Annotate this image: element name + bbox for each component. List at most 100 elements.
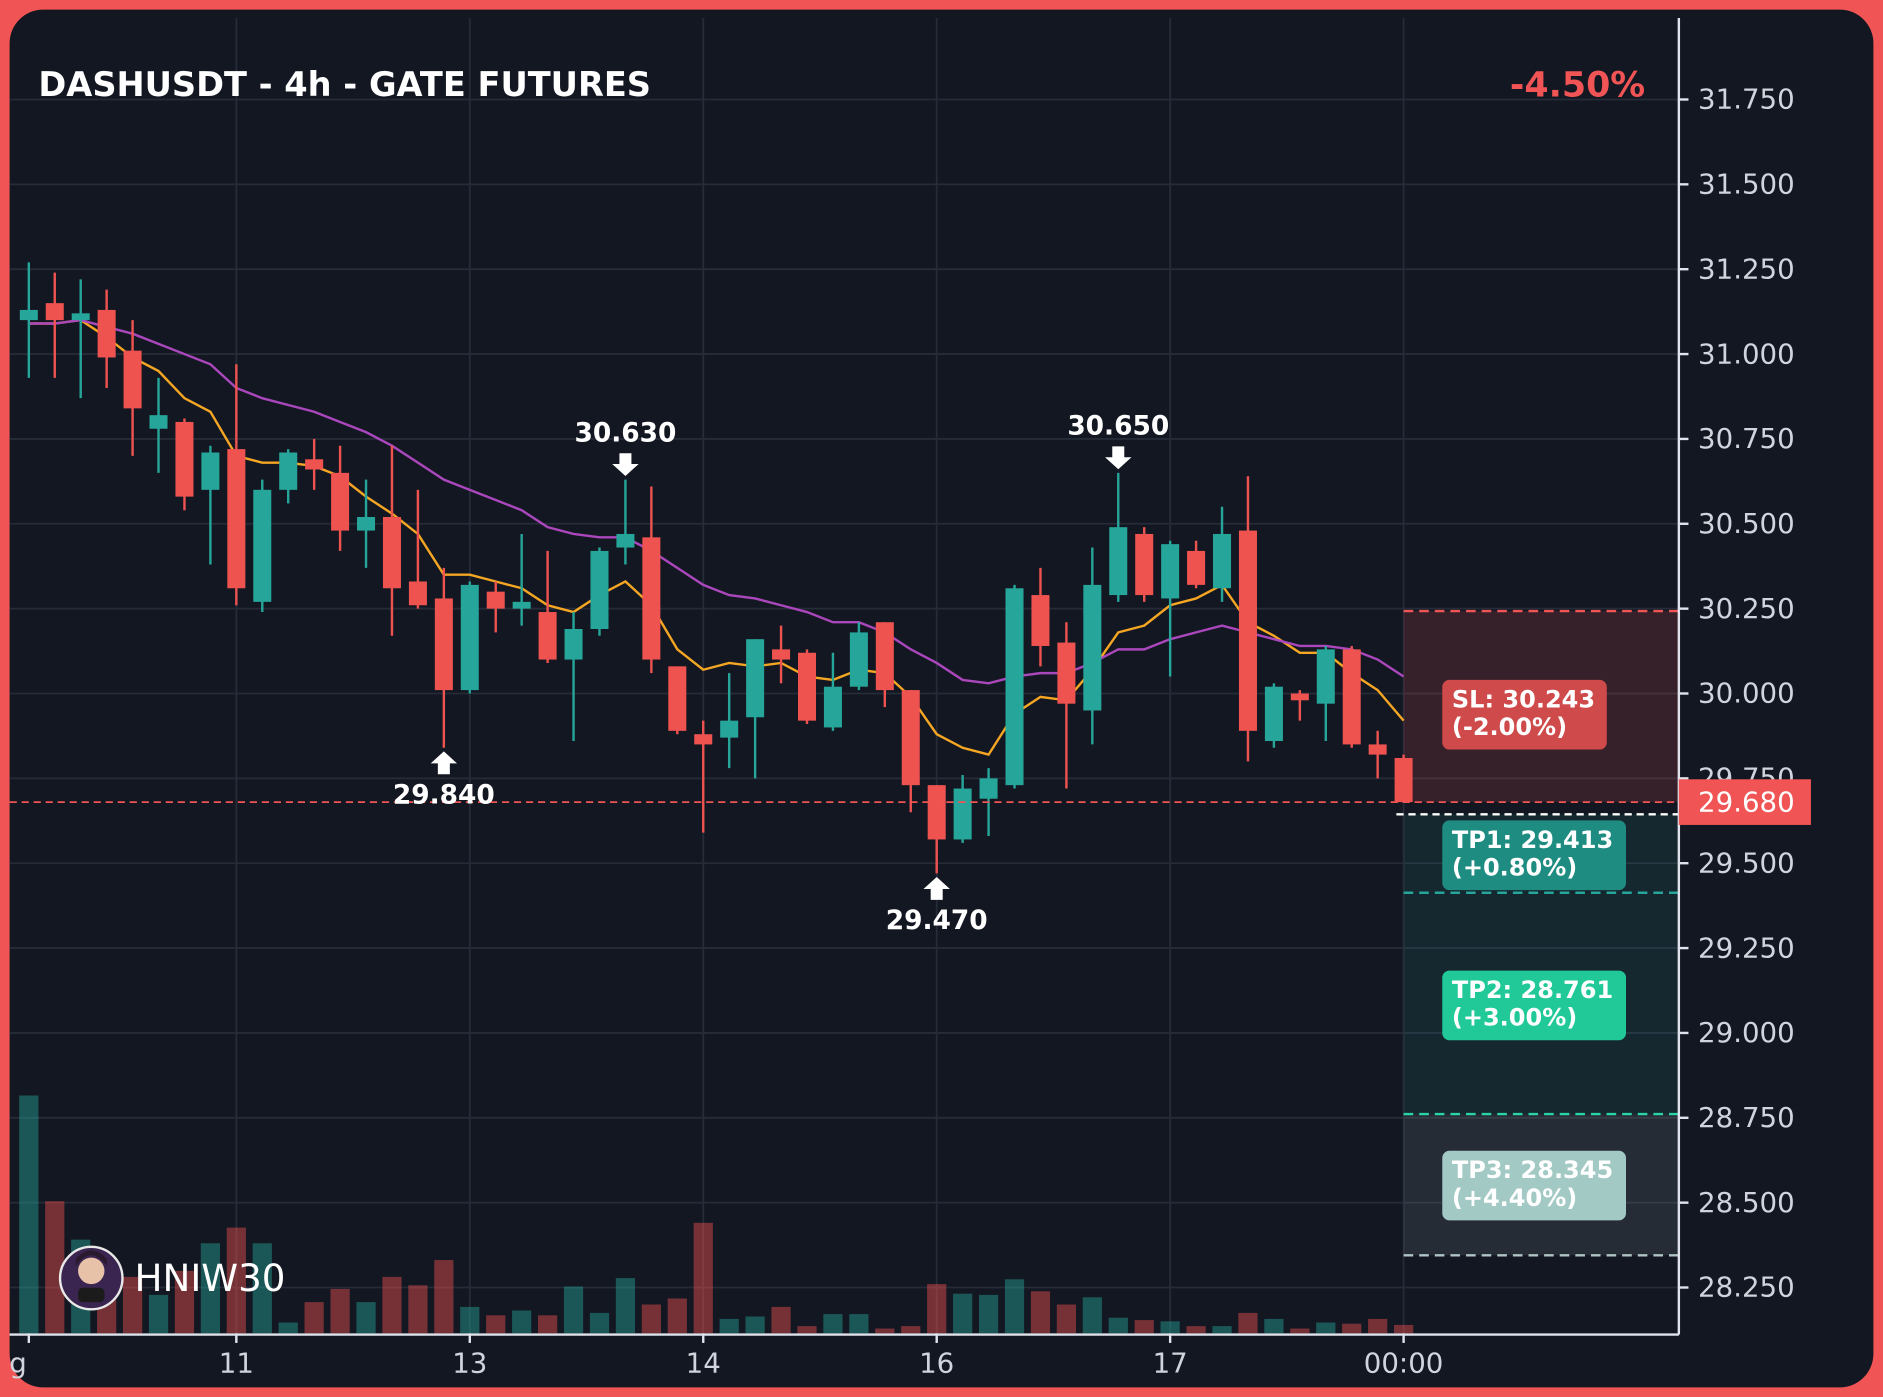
x-tick-label: 11: [219, 1347, 254, 1380]
volume-bar: [278, 1322, 298, 1334]
x-tick-label: 13: [452, 1347, 487, 1380]
volume-bar: [563, 1286, 584, 1334]
annotation-arrow: [1105, 446, 1132, 470]
candle-body: [253, 489, 272, 602]
volume-bar: [1290, 1328, 1310, 1334]
volume-bar: [901, 1326, 921, 1334]
candle-body: [1083, 584, 1102, 711]
volume-bar: [512, 1310, 532, 1334]
level-badge: [1442, 970, 1627, 1041]
annotation-label: 29.470: [886, 905, 988, 936]
price-badge: [1678, 779, 1811, 825]
candle-body: [564, 629, 583, 660]
candle-body: [927, 785, 946, 840]
level-badge: [1442, 1150, 1627, 1221]
volume-bar: [745, 1316, 765, 1334]
candle-body: [875, 622, 894, 691]
volume-bar: [382, 1276, 402, 1334]
volume-bar: [356, 1302, 376, 1334]
volume-bar: [200, 1243, 221, 1334]
grid: [9, 18, 1679, 1334]
volume-bar: [434, 1260, 454, 1334]
candle-body: [953, 788, 972, 840]
candle-body: [71, 313, 90, 321]
y-tick-label: 30.750: [1698, 422, 1795, 455]
candle-body: [19, 309, 38, 321]
y-tick-label: 31.250: [1698, 252, 1795, 285]
volume-bar: [174, 1270, 195, 1334]
candle-body: [305, 459, 324, 470]
candle-body: [227, 449, 246, 589]
moving-average: [28, 318, 1405, 756]
candle-body: [1213, 533, 1232, 589]
candle-body: [45, 303, 64, 321]
candle-body: [1135, 533, 1154, 596]
candle-body: [1316, 649, 1335, 704]
candle-body: [720, 720, 739, 738]
volume-bar: [615, 1278, 636, 1334]
y-tick-label: 30.500: [1698, 507, 1795, 540]
candle-body: [357, 516, 376, 531]
candle-body: [772, 649, 791, 660]
overlay: SL: 30.243(-2.00%) TP1: 29.413(+0.80%) TP2…: [393, 411, 1627, 1221]
candle-body: [97, 309, 116, 358]
annotation-arrow: [430, 751, 458, 775]
candle-body: [616, 533, 635, 548]
volume-bar: [226, 1227, 246, 1334]
x-tick-label: g: [9, 1347, 27, 1380]
volume-bar: [771, 1306, 791, 1334]
y-tick-label: 30.250: [1698, 592, 1795, 625]
candle-body: [979, 778, 998, 799]
volume-bar: [486, 1315, 506, 1334]
candle-body: [382, 516, 401, 589]
candle-body: [538, 612, 557, 660]
volume-bar: [1368, 1318, 1388, 1334]
volume-bar: [1004, 1279, 1025, 1334]
candle-body: [694, 734, 713, 745]
candle-body: [1161, 544, 1180, 599]
volume-bar: [1212, 1326, 1232, 1334]
annotation-label: 30.650: [1067, 411, 1169, 442]
volume-bar: [1264, 1318, 1284, 1334]
x-tick-label: 17: [1153, 1347, 1188, 1380]
volume-bar: [641, 1304, 661, 1334]
y-tick-label: 31.500: [1698, 168, 1795, 201]
volume-bar: [953, 1293, 973, 1334]
chart-title: DASHUSDT - 4h - GATE FUTURES: [38, 65, 651, 104]
volume-bar: [1316, 1322, 1336, 1334]
level-label: SL: 30.243: [1452, 685, 1595, 713]
watermark: HNIW30: [135, 1256, 286, 1300]
volume-bar: [1342, 1323, 1362, 1334]
candle-body: [823, 686, 842, 728]
volume-bar: [1056, 1304, 1076, 1334]
volume-bar: [589, 1312, 610, 1334]
volume-bar: [693, 1222, 713, 1334]
candle-body: [331, 472, 350, 531]
candle-body: [746, 639, 765, 718]
candle-body: [1031, 595, 1050, 646]
volume-bar: [1134, 1320, 1154, 1334]
volume-bar: [978, 1294, 999, 1334]
x-tick-label: 16: [919, 1347, 954, 1380]
volume-bar: [1186, 1326, 1206, 1334]
volume-bar: [719, 1318, 739, 1334]
candle-body: [1368, 744, 1387, 755]
volume-bar: [667, 1298, 687, 1334]
moving-average: [28, 318, 1405, 685]
y-tick-label: 31.000: [1698, 337, 1795, 370]
x-tick-label: 14: [686, 1347, 721, 1380]
volume-bar: [252, 1243, 272, 1334]
y-tick-label: 29.250: [1698, 931, 1795, 964]
candle-body: [201, 452, 220, 490]
volume-bar: [460, 1306, 480, 1334]
candle-body: [1342, 649, 1361, 745]
candle-body: [1057, 642, 1076, 704]
y-tick-label: 28.500: [1698, 1186, 1795, 1219]
x-tick-label: 00:00: [1364, 1347, 1444, 1380]
candle-body: [512, 601, 531, 609]
volume-bar: [1108, 1317, 1128, 1334]
volume-bar: [797, 1326, 817, 1334]
candle-body: [590, 550, 609, 630]
volume-bar: [45, 1201, 65, 1334]
